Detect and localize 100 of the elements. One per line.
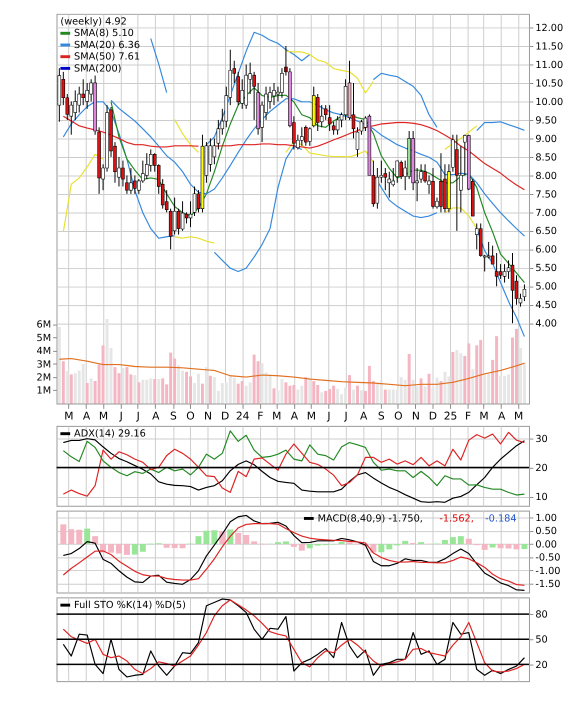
bar [336, 388, 340, 404]
bar [62, 361, 65, 404]
bar [90, 378, 93, 404]
bar [376, 383, 379, 404]
bar [132, 544, 138, 555]
x-tick-label: M [98, 410, 108, 423]
bar [378, 544, 384, 552]
bar [447, 376, 450, 404]
bar [439, 381, 442, 404]
bar [316, 384, 320, 404]
bar [195, 536, 202, 544]
bar [467, 343, 470, 404]
bar [212, 377, 216, 404]
bar [141, 380, 144, 404]
bar [360, 390, 363, 404]
candlestick [308, 126, 312, 146]
x-tick-label: S [378, 410, 385, 423]
bar [507, 374, 510, 404]
bar [388, 390, 391, 404]
legend-label: SMA(200) [74, 63, 122, 74]
x-tick-label: A [82, 410, 91, 423]
bar [521, 544, 528, 550]
bar [428, 374, 431, 404]
x-tick-label: M [479, 410, 489, 423]
x-tick-label: J [118, 410, 123, 423]
bar [208, 376, 212, 404]
bar [344, 388, 348, 404]
bar [300, 386, 304, 404]
y-tick-label: 10 [535, 492, 548, 504]
bar [348, 375, 352, 404]
bar [189, 376, 192, 404]
bar [200, 384, 204, 404]
y-tick-label: 0.00 [535, 539, 557, 550]
bar [400, 377, 403, 404]
x-tick-label: O [186, 410, 195, 423]
x-tick-label: F [257, 410, 264, 423]
y2-tick-label: 1M [36, 386, 52, 397]
bar [157, 379, 160, 404]
x-tick-label: 25 [444, 410, 458, 423]
candlestick [280, 68, 284, 98]
bar [455, 350, 458, 404]
legend-label: SMA(20) 6.36 [74, 40, 140, 51]
bar [288, 386, 292, 404]
x-tick-label: M [272, 410, 282, 423]
line-series [62, 514, 526, 591]
bar [490, 544, 496, 548]
y2-tick-label: 3M [36, 359, 52, 370]
bar [466, 538, 472, 544]
y2-tick-label: 6M [36, 320, 52, 331]
candlestick [332, 121, 336, 136]
bar [124, 544, 130, 555]
bar [370, 544, 376, 552]
y-tick-label: 9.50 [535, 115, 557, 126]
y2-tick-label: 4M [36, 346, 52, 358]
y-tick-label: 7.00 [535, 208, 557, 219]
annotation: -0.184 [485, 513, 517, 524]
bar [240, 381, 244, 404]
candlestick [494, 252, 498, 287]
bar [108, 544, 114, 553]
bar [260, 363, 264, 404]
legend-label: Full STO %K(14) %D(5) [74, 600, 186, 612]
bar [442, 540, 448, 544]
y-tick-label: 50 [535, 634, 548, 646]
x-tick-label: M [514, 410, 524, 423]
bar [86, 383, 89, 404]
bar [459, 353, 462, 404]
bar [450, 537, 456, 544]
candlestick [328, 104, 332, 132]
bar [304, 377, 308, 404]
candlestick [172, 197, 176, 236]
x-tick-label: O [394, 410, 403, 423]
x-tick-label: A [498, 410, 506, 423]
x-tick-label: S [170, 410, 178, 423]
bar [487, 374, 490, 404]
x-tick-label: M [306, 410, 316, 423]
bar [408, 354, 411, 404]
bar [251, 541, 258, 544]
y-tick-label: -0.50 [535, 552, 560, 564]
x-tick-label: 24 [236, 410, 250, 423]
bar [298, 544, 305, 551]
bar [296, 390, 300, 404]
candlestick [272, 82, 276, 106]
bar [356, 386, 359, 404]
bar [424, 386, 427, 404]
x-tick-label: A [152, 410, 160, 423]
bar [495, 336, 498, 404]
bar [102, 345, 105, 404]
candlestick [395, 160, 399, 184]
bar [332, 386, 336, 404]
bar [380, 380, 383, 404]
y-tick-label: 20 [535, 462, 548, 474]
bar [58, 326, 61, 404]
y-tick-label: 1.00 [535, 512, 557, 524]
candlestick [419, 164, 423, 184]
bar [471, 369, 474, 404]
y-tick-label: 7.50 [535, 189, 557, 200]
bar [137, 382, 140, 404]
bar [272, 388, 276, 404]
bar [149, 378, 152, 404]
bar [116, 544, 122, 554]
